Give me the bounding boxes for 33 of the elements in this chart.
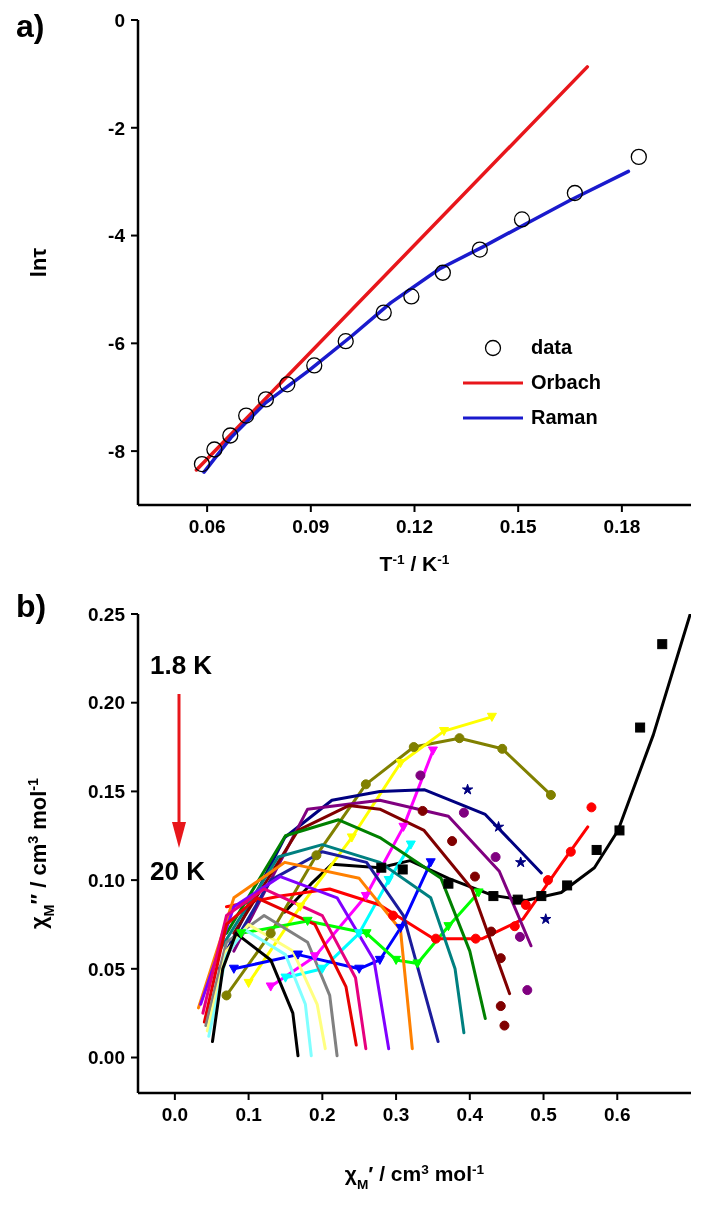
y-tick-label: 0: [114, 9, 125, 31]
x-tick-label: 0.2: [309, 1104, 336, 1126]
x-tick-label: 0.09: [292, 516, 330, 538]
x-tick-label: 0.06: [188, 516, 226, 538]
x-tick-label: 0.0: [161, 1104, 189, 1126]
x-tick-label: 0.18: [603, 516, 641, 538]
x-axis-title: T$^{-1}$ / K$^{-1}$: [379, 551, 450, 575]
y-tick-label: 0.15: [88, 781, 126, 803]
y-axis-title: lnτ: [26, 247, 51, 278]
x-tick-label: 0.3: [382, 1104, 410, 1126]
y-tick-label: 0.20: [88, 692, 125, 714]
chart-title: a): [16, 8, 45, 45]
legend-label: Orbach: [530, 371, 601, 394]
y-tick-label: -4: [108, 225, 126, 247]
x-tick-label: 0.12: [396, 516, 433, 538]
y-tick-label: 0.10: [88, 869, 125, 891]
y-tick-label: 0.00: [88, 1047, 125, 1069]
y-tick-label: 0.25: [88, 603, 126, 625]
legend-label: data: [530, 336, 573, 359]
y-tick-label: 0.05: [88, 958, 126, 980]
legend-label: Raman: [530, 406, 598, 429]
x-tick-label: 0.5: [530, 1104, 558, 1126]
y-tick-label: -8: [108, 440, 125, 462]
annotation: 20 K: [150, 856, 205, 887]
x-axis-title: χ$_{M}$′ / cm$^{3}$ mol$^{-1}$: [344, 1161, 485, 1192]
y-tick-label: -6: [108, 333, 125, 355]
x-tick-label: 0.15: [499, 516, 538, 538]
y-tick-label: -2: [108, 117, 125, 139]
x-tick-label: 0.1: [235, 1104, 263, 1126]
annotation: 1.8 K: [150, 650, 213, 681]
x-tick-label: 0.4: [456, 1104, 484, 1126]
chart-title: b): [16, 588, 47, 625]
x-tick-label: 0.6: [604, 1104, 631, 1126]
